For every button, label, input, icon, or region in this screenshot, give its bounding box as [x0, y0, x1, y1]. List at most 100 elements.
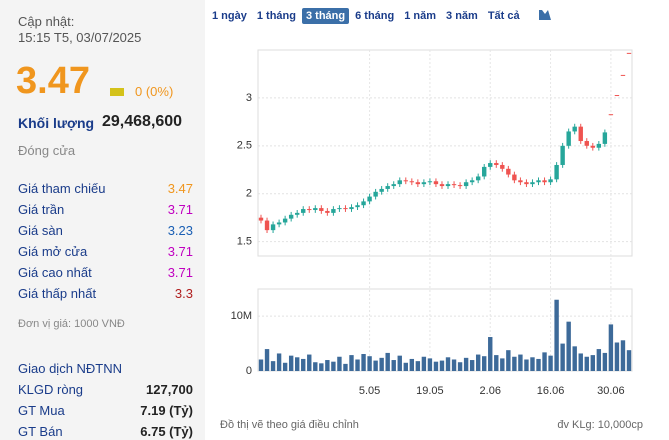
range-button[interactable]: 1 tháng	[256, 10, 296, 22]
volume-label: Khối lượng	[18, 115, 95, 131]
volume-bar	[307, 354, 312, 371]
volume-bar	[542, 352, 547, 371]
update-label: Cập nhật:	[18, 14, 75, 29]
candle-body	[469, 180, 475, 183]
unit-note: Đơn vị giá: 1000 VNĐ	[18, 318, 125, 330]
candle-body	[560, 145, 565, 165]
volume-bar	[294, 357, 300, 371]
range-buttons: 1 ngày 1 tháng 3 tháng 6 tháng 1 năm 3 năm Tất…	[208, 8, 524, 24]
x-tick-label: 19.05	[416, 385, 444, 397]
volume-bar	[494, 355, 499, 371]
candle-body	[608, 114, 614, 116]
volume-bar	[331, 361, 336, 371]
volume-bar	[325, 360, 330, 371]
volume-bar	[596, 349, 602, 371]
foreign-title: Giao dịch NĐTNN	[18, 361, 123, 376]
x-tick-label: 16.06	[537, 385, 565, 397]
volume-bar	[264, 349, 270, 371]
candle-body	[548, 179, 553, 183]
stat-label: Giá tham chiếu	[18, 181, 106, 196]
candle-body	[258, 217, 264, 221]
volume-bar	[584, 356, 589, 371]
candle-body	[367, 196, 372, 202]
candle-body	[566, 131, 571, 146]
volume-bar	[385, 352, 390, 371]
volume-bar	[572, 346, 577, 371]
status: Đóng cửa	[18, 143, 76, 158]
candle-body	[506, 168, 511, 175]
info-panel: Cập nhật: 15:15 T5, 03/07/2025 3.47 0 (0…	[0, 0, 205, 440]
volume-bar	[566, 321, 571, 371]
range-button[interactable]: 6 tháng	[355, 10, 395, 22]
candle-body	[494, 163, 499, 165]
volume-bar	[258, 359, 264, 371]
flat-icon	[110, 88, 124, 96]
stat-label: Giá trần	[18, 202, 65, 217]
range-button[interactable]: 3 tháng	[301, 8, 350, 24]
candle-body	[264, 220, 270, 231]
candle-body	[475, 176, 481, 181]
stat-value: 3.47	[167, 181, 193, 196]
candle-body	[512, 174, 517, 181]
stat-value: 3.3	[174, 286, 193, 301]
candle-body	[385, 186, 390, 189]
foreign-label: GT Bán	[18, 424, 63, 439]
volume-frame	[257, 288, 633, 372]
stat-label: Giá sàn	[18, 223, 63, 238]
volume-bar	[475, 354, 481, 371]
range-button[interactable]: 3 năm	[446, 10, 478, 22]
candle-body	[294, 212, 300, 215]
volume-bar	[614, 342, 620, 371]
volume-bar	[578, 353, 583, 371]
candle-body	[596, 143, 602, 148]
x-tick-label: 30.06	[597, 385, 625, 397]
candle-body	[542, 180, 547, 183]
x-tick-label: 5.05	[359, 385, 380, 397]
volume-value: 29,468,600	[102, 113, 183, 130]
candle-body	[355, 205, 360, 208]
candle-body	[343, 208, 348, 210]
range-button[interactable]: Tất cả	[487, 10, 520, 22]
volume-bar	[391, 360, 396, 371]
candle-body	[620, 74, 626, 76]
candle-body	[307, 209, 312, 211]
volume-bar	[500, 358, 505, 371]
volume-bar	[403, 362, 408, 371]
volume-bar	[288, 355, 294, 371]
volume-bar	[415, 361, 421, 371]
stat-value: 3.71	[167, 265, 193, 280]
volume-bar	[548, 355, 553, 371]
volume-bar	[439, 360, 445, 371]
volume-bar	[536, 358, 541, 371]
candle-body	[391, 184, 396, 187]
volume-bar	[445, 357, 451, 371]
volume-bar	[554, 299, 559, 371]
range-button[interactable]: 1 ngày	[212, 10, 247, 22]
foreign-value: 127,700	[146, 382, 193, 397]
candle-body	[614, 95, 620, 97]
candle-body	[349, 207, 354, 210]
price-frame	[257, 49, 633, 257]
volume-bar	[373, 360, 378, 371]
volume-bar	[349, 355, 354, 371]
stat-label: Giá mở cửa	[18, 244, 88, 259]
volume-bar	[512, 356, 517, 371]
volume-bar	[463, 357, 469, 371]
footer-note: Đồ thị vẽ theo giá điều chỉnh	[220, 419, 359, 431]
volume-bar	[270, 361, 276, 371]
volume-bar	[427, 358, 433, 371]
candle-body	[590, 145, 596, 148]
foreign-value: 7.19 (Tỷ)	[140, 403, 193, 418]
volume-tick-label: 10M	[231, 310, 252, 322]
candle-body	[626, 52, 632, 54]
stat-value: 3.23	[167, 223, 193, 238]
volume-bar	[282, 362, 288, 371]
range-button[interactable]: 1 năm	[404, 10, 437, 22]
candle-body	[397, 180, 402, 185]
candle-body	[451, 184, 457, 186]
candle-body	[602, 132, 608, 144]
candle-body	[572, 126, 577, 132]
candle-body	[313, 208, 318, 211]
candle-body	[433, 181, 439, 185]
